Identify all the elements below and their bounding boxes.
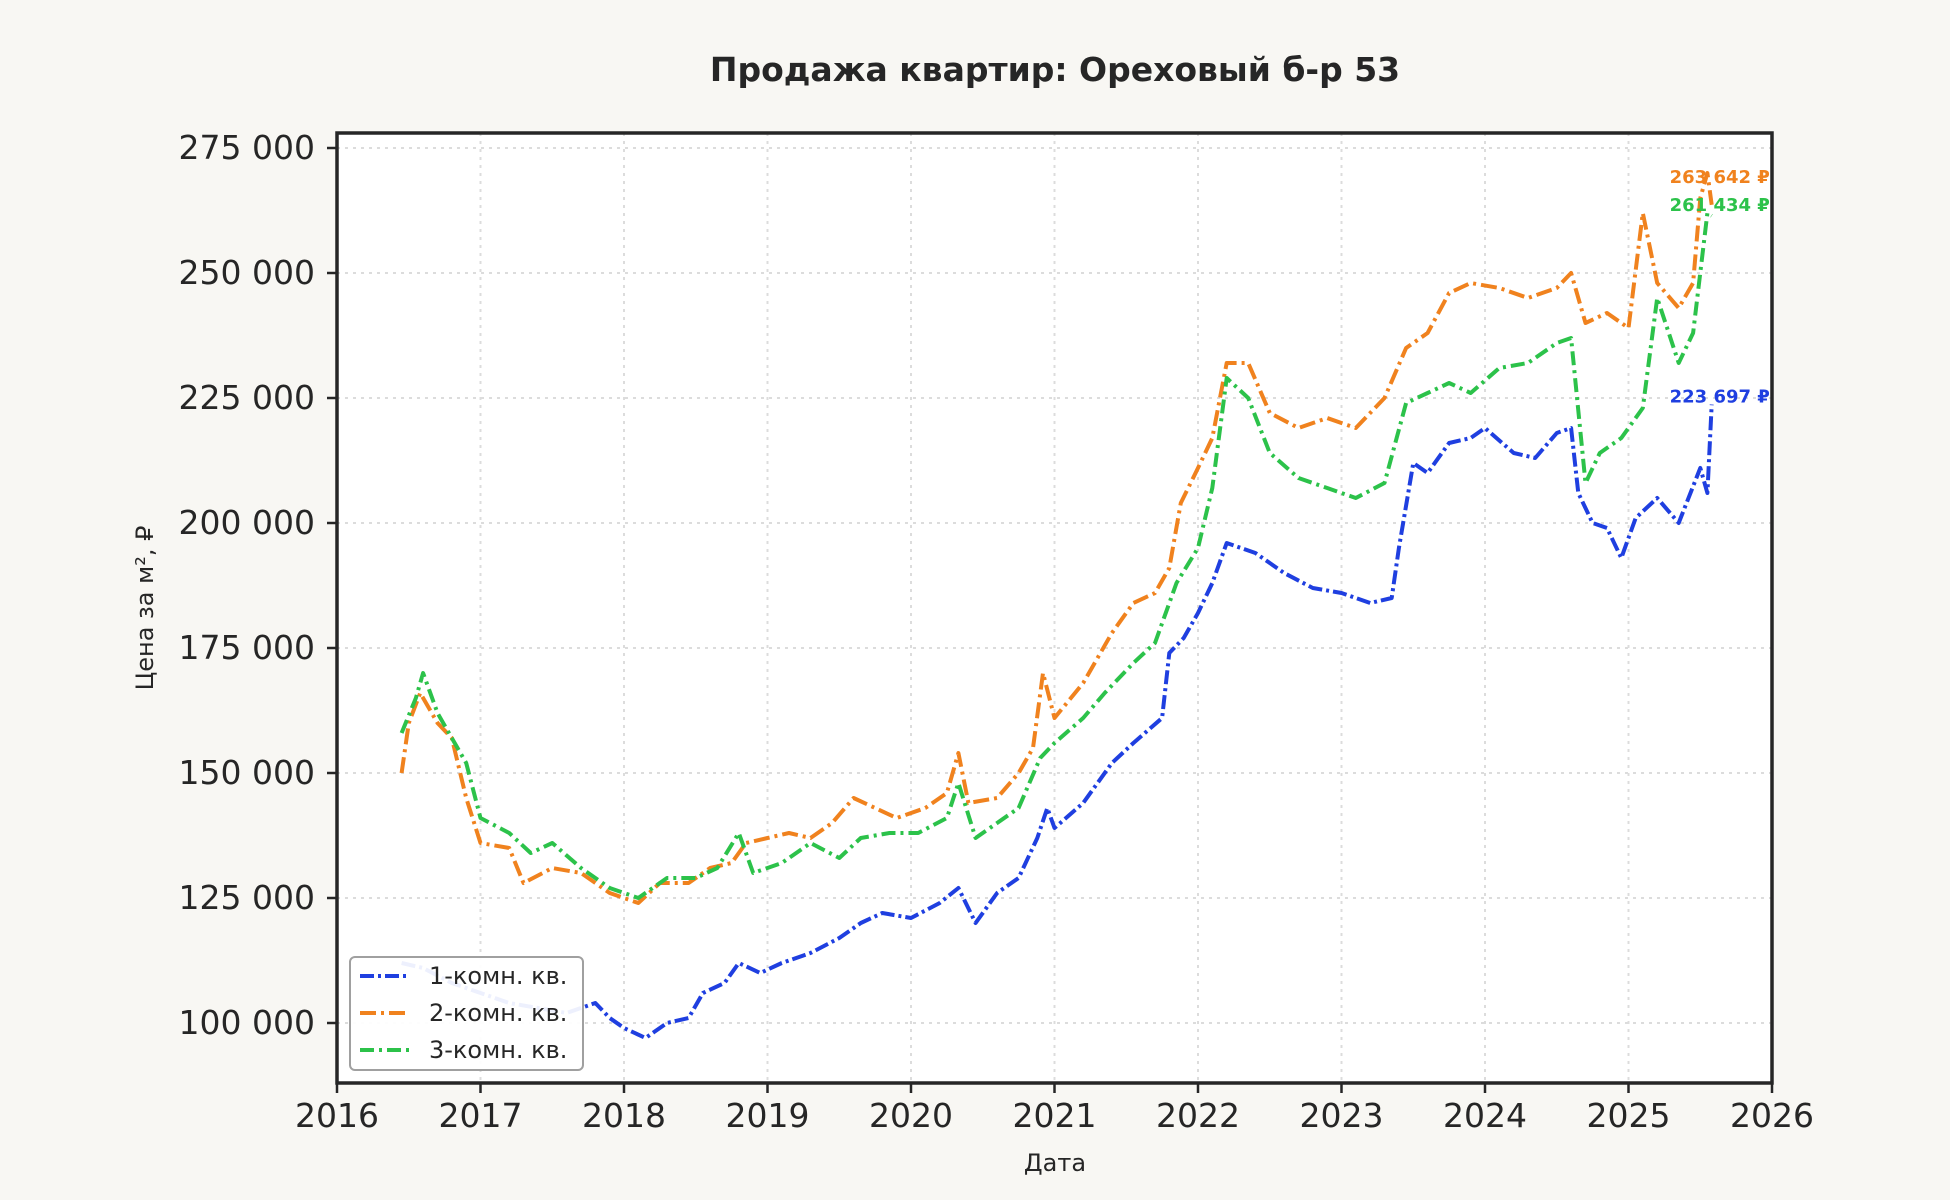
- x-tick-label: 2020: [869, 1096, 953, 1135]
- series-lines: [399, 171, 1714, 1040]
- y-tick-label: 100 000: [179, 1003, 315, 1042]
- series-line: [401, 404, 1714, 1040]
- y-axis-label: Цена за м², ₽: [131, 526, 159, 691]
- series-end-label: 261 434 ₽: [1670, 195, 1770, 216]
- legend: 1-комн. кв. 2-комн. кв. 3-комн. кв.: [349, 956, 584, 1071]
- y-tick-label: 200 000: [179, 503, 315, 542]
- y-tick-label: 225 000: [179, 378, 315, 417]
- axis-ticks: 2016 2017 2018 2019 2020 2021 2022 2023 2024 2025…: [179, 128, 1814, 1135]
- legend-box: [349, 956, 584, 1071]
- y-tick-label: 275 000: [179, 128, 315, 167]
- x-axis-label: Дата: [1024, 1149, 1086, 1177]
- x-tick-label: 2017: [439, 1096, 523, 1135]
- y-tick-label: 150 000: [179, 753, 315, 792]
- series-line: [399, 211, 1713, 900]
- series-end-label: 263 642 ₽: [1670, 167, 1770, 188]
- x-tick-label: 2022: [1156, 1096, 1240, 1135]
- chart-title: Продажа квартир: Ореховый б-р 53: [710, 50, 1400, 89]
- x-tick-label: 2025: [1587, 1096, 1671, 1135]
- legend-label: 2-комн. кв.: [429, 999, 567, 1027]
- legend-label: 1-комн. кв.: [429, 962, 567, 990]
- x-tick-label: 2024: [1443, 1096, 1527, 1135]
- y-tick-label: 250 000: [179, 253, 315, 292]
- y-tick-label: 175 000: [179, 628, 315, 667]
- x-tick-label: 2023: [1300, 1096, 1384, 1135]
- legend-label: 3-комн. кв.: [429, 1036, 567, 1064]
- end-labels: 223 697 ₽ 263 642 ₽ 261 434 ₽: [1670, 167, 1770, 408]
- x-tick-label: 2021: [1013, 1096, 1097, 1135]
- series-line: [399, 171, 1714, 905]
- x-tick-label: 2019: [726, 1096, 810, 1135]
- x-tick-label: 2018: [582, 1096, 666, 1135]
- grid: [337, 133, 1772, 1083]
- y-tick-label: 125 000: [179, 878, 315, 917]
- x-tick-label: 2016: [295, 1096, 379, 1135]
- series-end-label: 223 697 ₽: [1670, 387, 1770, 408]
- x-tick-label: 2026: [1730, 1096, 1814, 1135]
